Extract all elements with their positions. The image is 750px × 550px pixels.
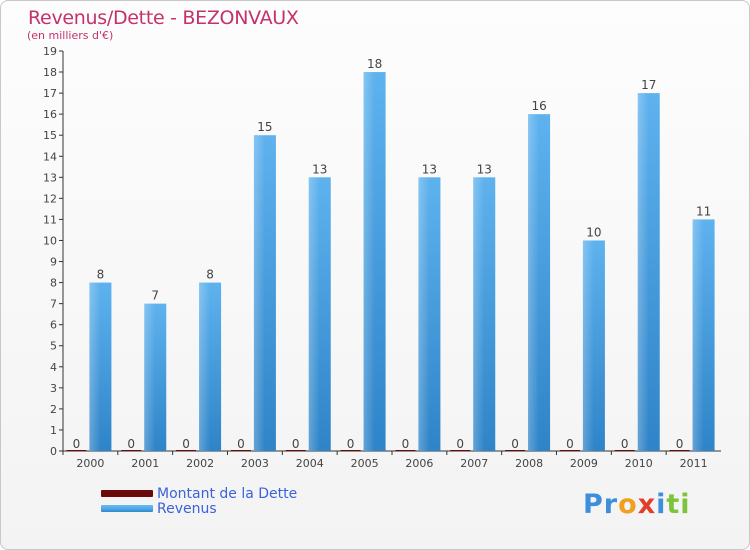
legend-item-dette: Montant de la Dette [101, 485, 298, 502]
revenue-data-label: 8 [206, 268, 214, 282]
debt-bar [395, 450, 416, 451]
revenue-bar-highlight [528, 114, 540, 451]
debt-data-label: 0 [676, 437, 684, 451]
revenue-bar-highlight [308, 177, 320, 451]
y-tick-label: 8 [50, 277, 57, 290]
debt-data-label: 0 [292, 437, 300, 451]
revenue-data-label: 8 [97, 268, 105, 282]
revenue-data-label: 16 [531, 99, 546, 113]
revenue-bar-highlight [637, 93, 649, 452]
x-tick-label: 2000 [76, 457, 104, 470]
x-tick-label: 2009 [570, 457, 598, 470]
revenue-data-label: 13 [422, 162, 437, 176]
y-tick-label: 11 [43, 213, 57, 226]
x-tick-label: 2004 [296, 457, 324, 470]
legend: Montant de la Dette Revenus [101, 485, 298, 517]
debt-bar [505, 450, 526, 451]
y-tick-label: 4 [50, 361, 57, 374]
debt-bar [230, 450, 251, 451]
x-tick-label: 2005 [351, 457, 379, 470]
revenue-data-label: 17 [641, 78, 656, 92]
y-tick-label: 12 [43, 192, 57, 205]
y-tick-label: 9 [50, 256, 57, 269]
logo-letter: t [666, 489, 681, 520]
debt-data-label: 0 [456, 437, 464, 451]
x-tick-label: 2008 [515, 457, 543, 470]
y-tick-label: 5 [50, 340, 57, 353]
debt-data-label: 0 [402, 437, 410, 451]
debt-data-label: 0 [182, 437, 190, 451]
revenue-bar-highlight [692, 219, 704, 451]
y-tick-label: 3 [50, 382, 57, 395]
proxiti-logo: Proxiti [583, 489, 691, 520]
debt-bar [340, 450, 361, 451]
debt-data-label: 0 [347, 437, 355, 451]
debt-bar [450, 450, 471, 451]
revenue-bar-highlight [253, 135, 265, 452]
y-tick-label: 1 [50, 424, 57, 437]
debt-data-label: 0 [621, 437, 629, 451]
revenue-data-label: 7 [151, 289, 159, 303]
revenue-data-label: 11 [696, 204, 711, 218]
logo-letter: o [618, 489, 638, 520]
revenue-data-label: 13 [312, 162, 327, 176]
x-tick-label: 2001 [131, 457, 159, 470]
debt-bar [614, 450, 635, 451]
legend-item-revenus: Revenus [101, 500, 297, 517]
debt-data-label: 0 [566, 437, 574, 451]
y-tick-label: 14 [43, 150, 57, 163]
revenue-data-label: 15 [257, 120, 272, 134]
logo-letter: i [680, 489, 691, 520]
revenue-bar-highlight [89, 282, 101, 451]
x-tick-label: 2011 [680, 457, 708, 470]
x-tick-label: 2003 [241, 457, 269, 470]
x-tick-label: 2006 [405, 457, 433, 470]
revenue-bar-highlight [363, 72, 375, 451]
y-tick-label: 0 [50, 445, 57, 458]
x-tick-label: 2002 [186, 457, 214, 470]
y-tick-label: 17 [43, 87, 57, 100]
revenue-data-label: 18 [367, 57, 382, 71]
debt-bar [121, 450, 142, 451]
logo-letter: r [603, 489, 619, 520]
y-tick-label: 7 [50, 298, 57, 311]
logo-letter: x [637, 489, 657, 520]
debt-data-label: 0 [511, 437, 519, 451]
logo-letter: i [656, 489, 667, 520]
legend-label-dette: Montant de la Dette [157, 485, 298, 502]
debt-data-label: 0 [73, 437, 81, 451]
revenue-data-label: 10 [586, 225, 601, 239]
debt-bar [66, 450, 87, 451]
revenue-bar-highlight [144, 303, 156, 451]
debt-bar [285, 450, 306, 451]
chart-title: Revenus/Dette - BEZONVAUX [28, 7, 299, 29]
debt-data-label: 0 [237, 437, 245, 451]
legend-label-revenus: Revenus [157, 500, 217, 517]
revenue-bar-highlight [582, 240, 594, 451]
y-tick-label: 18 [43, 66, 57, 79]
revenue-bar-highlight [418, 177, 430, 451]
debt-data-label: 0 [127, 437, 135, 451]
legend-swatch-dette [101, 490, 153, 497]
y-tick-label: 10 [43, 234, 57, 247]
y-tick-label: 16 [43, 108, 57, 121]
y-tick-label: 15 [43, 129, 57, 142]
y-tick-label: 13 [43, 171, 57, 184]
x-tick-label: 2010 [625, 457, 653, 470]
y-tick-label: 6 [50, 319, 57, 332]
revenue-data-label: 13 [477, 162, 492, 176]
y-tick-label: 19 [43, 45, 57, 58]
debt-bar [559, 450, 580, 451]
legend-swatch-revenus [101, 505, 153, 512]
revenue-bar-highlight [473, 177, 485, 451]
x-tick-label: 2007 [460, 457, 488, 470]
chart-subtitle: (en milliers d'€) [27, 29, 114, 42]
y-tick-label: 2 [50, 403, 57, 416]
revenue-bar-highlight [199, 282, 211, 451]
debt-bar [669, 450, 690, 451]
logo-letter: P [583, 489, 604, 520]
debt-bar [176, 450, 197, 451]
